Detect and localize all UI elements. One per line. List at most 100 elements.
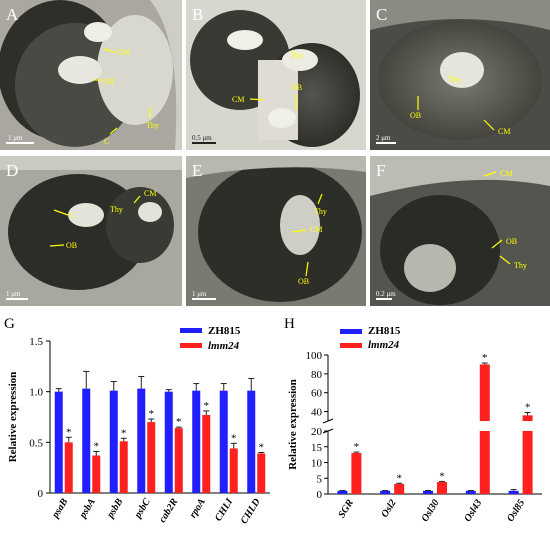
- chart-h-y-tick-label: 10: [311, 458, 323, 470]
- chart-h-y-tick-label: 100: [306, 350, 323, 362]
- label-d-cm: CM: [144, 189, 156, 198]
- chart-g-significance-mark: *: [259, 441, 265, 453]
- chart-g-significance-mark: *: [176, 416, 182, 428]
- chart-g-panel-letter: G: [4, 316, 15, 332]
- chart-h-legend-label-zh815: ZH815: [368, 325, 401, 337]
- chart-g-x-tick-label: psbA: [77, 496, 98, 520]
- chart-g-bar-zh815: [109, 390, 118, 493]
- micrograph-panel-e: E Thy CM OB 1 μm: [186, 156, 366, 306]
- chart-g-bar-zh815: [137, 388, 146, 493]
- chart-g-bar-lmm24: [64, 442, 73, 493]
- chart-g-bar-lmm24: [202, 414, 211, 493]
- micrograph-panel-d: D CM Thy C OB 1 μm: [0, 156, 182, 306]
- chart-h-y-tick-label: 40: [311, 407, 323, 419]
- chart-h-significance-mark: *: [482, 352, 488, 364]
- label-e-thy: Thy: [314, 207, 327, 216]
- chart-h-bar-zh815: [380, 490, 391, 494]
- chart-g-y-tick-label: 0: [38, 488, 44, 500]
- chart-h-bar-lmm24: [394, 483, 405, 494]
- chart-g-bar-zh815: [247, 390, 256, 493]
- micrograph-panel-c: C Thy OB CM 2 μm: [370, 0, 550, 150]
- micrograph-panel-a: A CM OB C Thy 1 μm: [0, 0, 182, 150]
- chart-g-x-tick-label: psbC: [132, 496, 153, 520]
- chart-h-x-tick-label: Osl30: [420, 498, 442, 524]
- chart-h-x-tick-label: Osl43: [462, 498, 484, 524]
- chart-h-y-tick-label: 60: [311, 388, 323, 400]
- chart-g-bar-zh815: [219, 390, 228, 493]
- chart-g-x-tick-label: CHLD: [239, 497, 263, 526]
- chart-h-bar-lmm24: [522, 415, 533, 421]
- chart-g-legend-swatch-lmm24: [180, 343, 202, 348]
- label-d-c: C: [70, 211, 75, 220]
- label-b-ob: OB: [291, 83, 302, 92]
- label-e-ob: OB: [298, 277, 309, 286]
- chart-h-bar-lmm24: [479, 364, 490, 421]
- chart-g-bar-lmm24: [257, 453, 266, 493]
- chart-g-bar-zh815: [54, 391, 63, 493]
- chart-h-y-tick-label: 5: [317, 473, 323, 485]
- chart-h-y-tick-label: 0: [317, 489, 323, 501]
- micrograph-grid: A CM OB C Thy 1 μm B Thy CM OB 0.5 μm C: [0, 0, 550, 306]
- label-d-ob: OB: [66, 241, 77, 250]
- chart-g-legend-label-lmm24: lmm24: [208, 340, 240, 352]
- scale-bar-f: 0.2 μm: [376, 290, 396, 298]
- chart-g-significance-mark: *: [231, 432, 237, 444]
- label-a-c: C: [104, 137, 109, 146]
- label-b-thy: Thy: [290, 51, 303, 60]
- label-c-cm: CM: [498, 127, 510, 136]
- chart-h-significance-mark: *: [354, 441, 360, 453]
- chart-g-bar-lmm24: [92, 455, 101, 493]
- chart-g-y-tick-label: 1.5: [29, 336, 43, 348]
- chart-h-y-tick-label: 20: [311, 426, 323, 438]
- chart-h-y-tick-label: 80: [311, 369, 323, 381]
- label-c-ob: OB: [410, 111, 421, 120]
- label-f-cm: CM: [500, 169, 512, 178]
- panel-letter-f: F: [376, 161, 385, 180]
- scale-bar-b: 0.5 μm: [192, 134, 212, 142]
- chart-g-legend-label-zh815: ZH815: [208, 325, 241, 337]
- chart-g-legend-swatch-zh815: [180, 328, 202, 333]
- scale-bar-c: 2 μm: [376, 134, 391, 142]
- scale-bar-e: 1 μm: [192, 290, 207, 298]
- chart-g-significance-mark: *: [121, 427, 127, 439]
- scale-bar-a: 1 μm: [8, 134, 23, 142]
- label-b-cm: CM: [232, 95, 244, 104]
- panel-letter-e: E: [192, 161, 202, 180]
- chart-h-bar-zh815: [465, 490, 476, 494]
- micrograph-panel-f: F CM OB Thy 0.2 μm: [370, 156, 550, 306]
- chart-g-x-tick-label: CHLI: [213, 496, 236, 524]
- chart-h-significance-mark: *: [525, 402, 531, 414]
- chart-h-legend-swatch-zh815: [340, 329, 362, 334]
- chart-g-y-label: Relative expression: [7, 372, 19, 463]
- chart-g-bar-lmm24: [174, 428, 183, 493]
- chart-g-x-tick-label: rpoA: [188, 496, 208, 520]
- panel-letter-d: D: [6, 161, 18, 180]
- chart-h-bar-lmm24-lower: [522, 431, 533, 494]
- chart-h-axis-break-mark: [322, 418, 334, 424]
- panel-letter-b: B: [192, 5, 203, 24]
- chart-g-bar-zh815: [192, 390, 201, 493]
- chart-g-x-tick-label: psaB: [50, 496, 71, 520]
- chart-h-bar-lmm24-lower: [479, 431, 490, 494]
- chart-g: G 0 0.5 1.0 1.5 Relative expression * psaB * psbA…: [4, 316, 270, 526]
- chart-g-significance-mark: *: [94, 440, 100, 452]
- chart-g-significance-mark: *: [204, 400, 210, 412]
- label-d-thy: Thy: [110, 205, 123, 214]
- label-a-ob: OB: [103, 77, 114, 86]
- chart-g-y-tick-label: 1.0: [29, 387, 43, 399]
- chart-h-bar-lmm24: [437, 482, 447, 494]
- chart-h-x-tick-label: Osl85: [505, 498, 527, 524]
- chart-h-y-tick-label: 15: [311, 442, 323, 454]
- chart-h-bar-zh815: [508, 490, 519, 494]
- chart-g-x-tick-label: cab2R: [157, 496, 180, 524]
- chart-h-panel-letter: H: [284, 316, 295, 332]
- micrograph-panel-b: B Thy CM OB 0.5 μm: [186, 0, 366, 150]
- chart-g-bar-lmm24: [147, 422, 156, 493]
- chart-h-significance-mark: *: [439, 470, 445, 482]
- label-f-thy: Thy: [514, 261, 527, 270]
- chart-h-x-tick-label: SGR: [336, 497, 356, 520]
- chart-h-bar-zh815: [423, 490, 433, 494]
- label-f-ob: OB: [506, 237, 517, 246]
- chart-g-bar-zh815: [82, 388, 91, 493]
- chart-g-bar-zh815: [164, 391, 173, 493]
